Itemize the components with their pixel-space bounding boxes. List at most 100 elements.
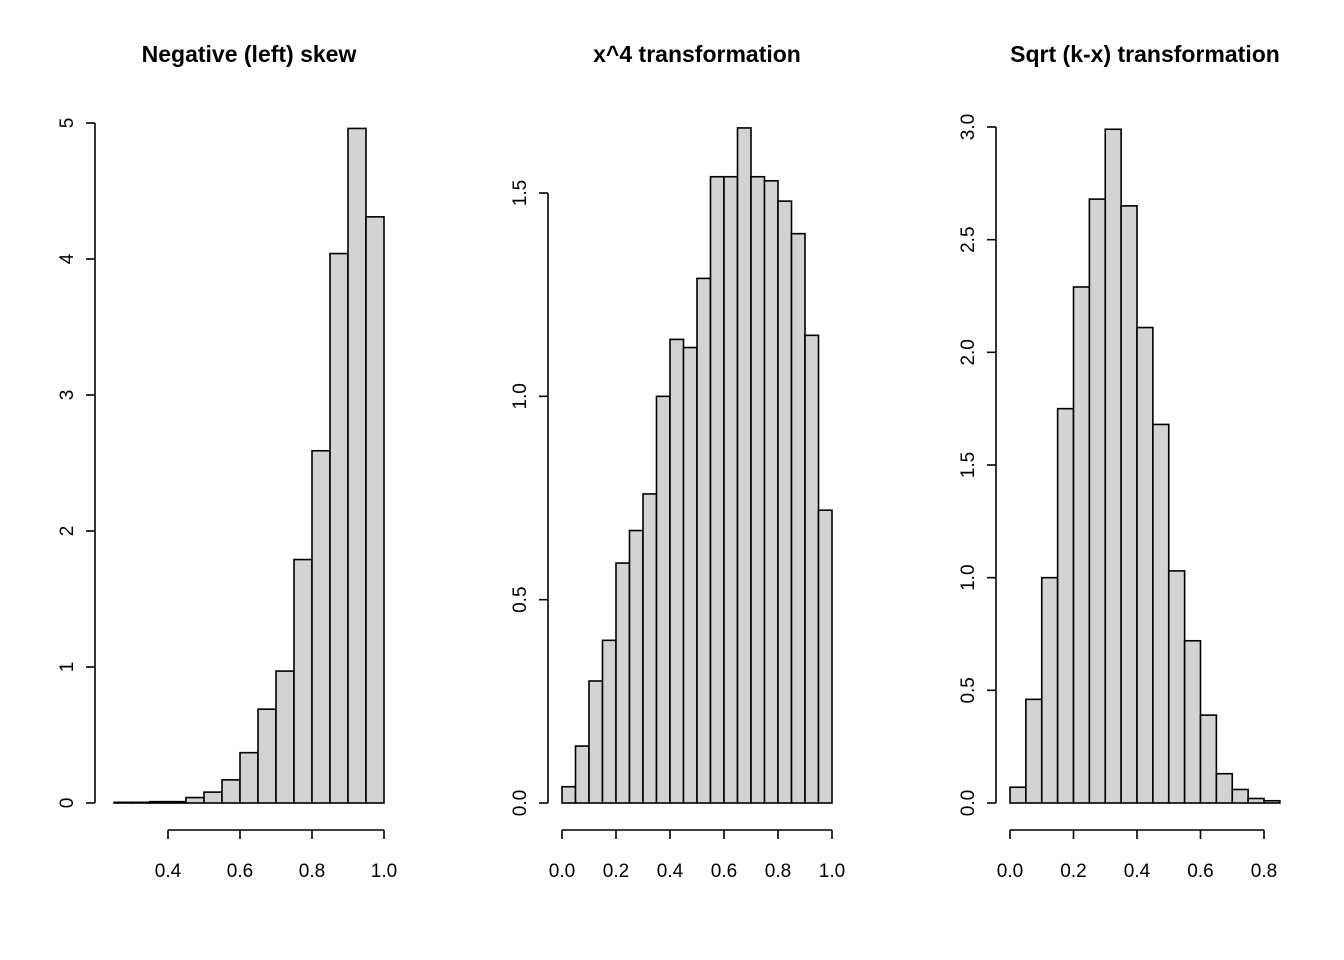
x-tick-label: 1.0 — [819, 861, 845, 882]
y-axis: 0.0 0.5 1.0 1.5 2.0 2.5 3.0 — [958, 114, 997, 816]
bars — [113, 127, 385, 804]
histogram-bar — [642, 493, 658, 804]
histogram-bar — [1040, 576, 1059, 804]
histogram-bar — [723, 175, 739, 804]
histogram-bar — [1088, 198, 1107, 804]
x-tick-label: 0.8 — [299, 861, 325, 882]
histogram-bar — [1120, 205, 1138, 804]
histogram-bar — [696, 277, 712, 804]
histogram-bar — [804, 334, 820, 804]
y-axis: 0 1 2 3 4 5 — [57, 118, 96, 809]
y-tick-label: 5 — [57, 118, 78, 129]
x-tick-label: 0.0 — [997, 861, 1023, 882]
y-tick-label: 1.0 — [958, 564, 979, 590]
histogram-bar — [1104, 128, 1122, 804]
histogram-bar — [149, 800, 169, 804]
histogram-bar — [736, 127, 752, 804]
x-axis: 0.0 0.2 0.4 0.6 0.8 1.0 — [549, 829, 845, 882]
x-tick-label: 0.2 — [603, 861, 629, 882]
x-tick-label: 0.6 — [1187, 861, 1213, 882]
x-tick-label: 0.4 — [155, 861, 182, 882]
histogram-bar — [365, 216, 385, 804]
y-tick-label: 1.0 — [510, 383, 531, 409]
bars — [1009, 128, 1281, 804]
histogram-bar — [275, 670, 295, 804]
panel-title: Sqrt (k-x) transformation — [1010, 41, 1280, 67]
histogram-bar — [167, 800, 187, 804]
y-tick-label: 2.0 — [958, 339, 979, 365]
y-tick-label: 0.5 — [510, 586, 531, 612]
histogram-bar — [1199, 714, 1218, 804]
x-axis: 0.0 0.2 0.4 0.6 0.8 — [997, 829, 1277, 882]
histogram-bar — [1072, 286, 1091, 804]
histogram-bar — [669, 338, 685, 804]
panel-title: x^4 transformation — [593, 41, 801, 67]
histogram-bar — [817, 509, 833, 804]
panel-x4-transformation: x^4 transformation 0.0 0.2 0.4 0.6 0.8 1.00.0… — [510, 41, 845, 882]
y-tick-label: 2.5 — [958, 226, 979, 252]
histogram-bar — [601, 639, 617, 804]
histogram-bar — [628, 529, 644, 804]
panel-sqrt-transformation: Sqrt (k-x) transformation 0.0 0.2 0.4 0.6 0.… — [958, 41, 1281, 882]
histogram-bar — [1167, 570, 1186, 804]
histogram-bar — [131, 801, 151, 804]
histogram-bar — [777, 200, 793, 804]
y-tick-label: 1.5 — [958, 452, 979, 478]
y-tick-label: 1.5 — [510, 180, 531, 206]
y-axis: 0.0 0.5 1.0 1.5 — [510, 180, 549, 816]
x-tick-label: 1.0 — [371, 861, 397, 882]
panel-negative-skew: Negative (left) skew 0.4 0.6 0.8 1.0 0 1 2 3 4 5 — [57, 41, 397, 882]
histogram-bar — [1231, 788, 1249, 804]
histogram-bar — [1183, 639, 1202, 804]
histogram-bar — [1009, 786, 1027, 804]
x-tick-label: 0.6 — [711, 861, 737, 882]
histogram-bar — [221, 779, 241, 804]
histogram-bar — [574, 745, 590, 804]
histogram-bar — [588, 680, 604, 804]
y-tick-label: 0 — [57, 798, 78, 809]
bars — [561, 127, 833, 804]
y-tick-label: 3.0 — [958, 114, 979, 140]
histogram-bar — [293, 558, 313, 804]
x-tick-label: 0.0 — [549, 861, 575, 882]
histogram-bar — [1215, 772, 1234, 804]
y-tick-label: 0.0 — [510, 790, 531, 816]
y-tick-label: 1 — [57, 662, 78, 673]
histogram-bar — [561, 785, 577, 804]
histogram-bar — [113, 801, 133, 804]
histogram-bar — [257, 708, 277, 804]
x-tick-label: 0.8 — [1251, 861, 1277, 882]
histogram-bar — [311, 449, 331, 804]
histogram-bar — [709, 175, 725, 804]
x-tick-label: 0.4 — [1124, 861, 1151, 882]
histogram-bar — [750, 175, 766, 804]
x-axis: 0.4 0.6 0.8 1.0 — [155, 829, 397, 882]
x-tick-label: 0.6 — [227, 861, 253, 882]
y-tick-label: 2 — [57, 526, 78, 537]
histogram-bar — [1247, 797, 1265, 804]
histogram-bar — [615, 562, 631, 804]
histogram-bar — [1056, 407, 1075, 804]
histogram-bar — [329, 252, 349, 804]
histogram-bar — [239, 751, 259, 804]
histogram-bar — [1136, 326, 1154, 804]
x-tick-label: 0.2 — [1060, 861, 1086, 882]
histogram-bar — [1263, 799, 1281, 804]
y-tick-label: 3 — [57, 390, 78, 401]
panel-title: Negative (left) skew — [142, 41, 357, 67]
histogram-bar — [763, 180, 779, 804]
histogram-bar — [1025, 698, 1043, 804]
histogram-bar — [682, 346, 698, 804]
histogram-bar — [347, 127, 367, 804]
y-tick-label: 0.0 — [958, 790, 979, 816]
histogram-bar — [1152, 423, 1170, 804]
x-tick-label: 0.8 — [765, 861, 791, 882]
histogram-bar — [790, 232, 806, 804]
y-tick-label: 0.5 — [958, 677, 979, 703]
histogram-bar — [203, 791, 223, 804]
y-tick-label: 4 — [57, 253, 78, 264]
histogram-bar — [655, 395, 671, 804]
histogram-bar — [185, 796, 205, 804]
x-tick-label: 0.4 — [657, 861, 684, 882]
